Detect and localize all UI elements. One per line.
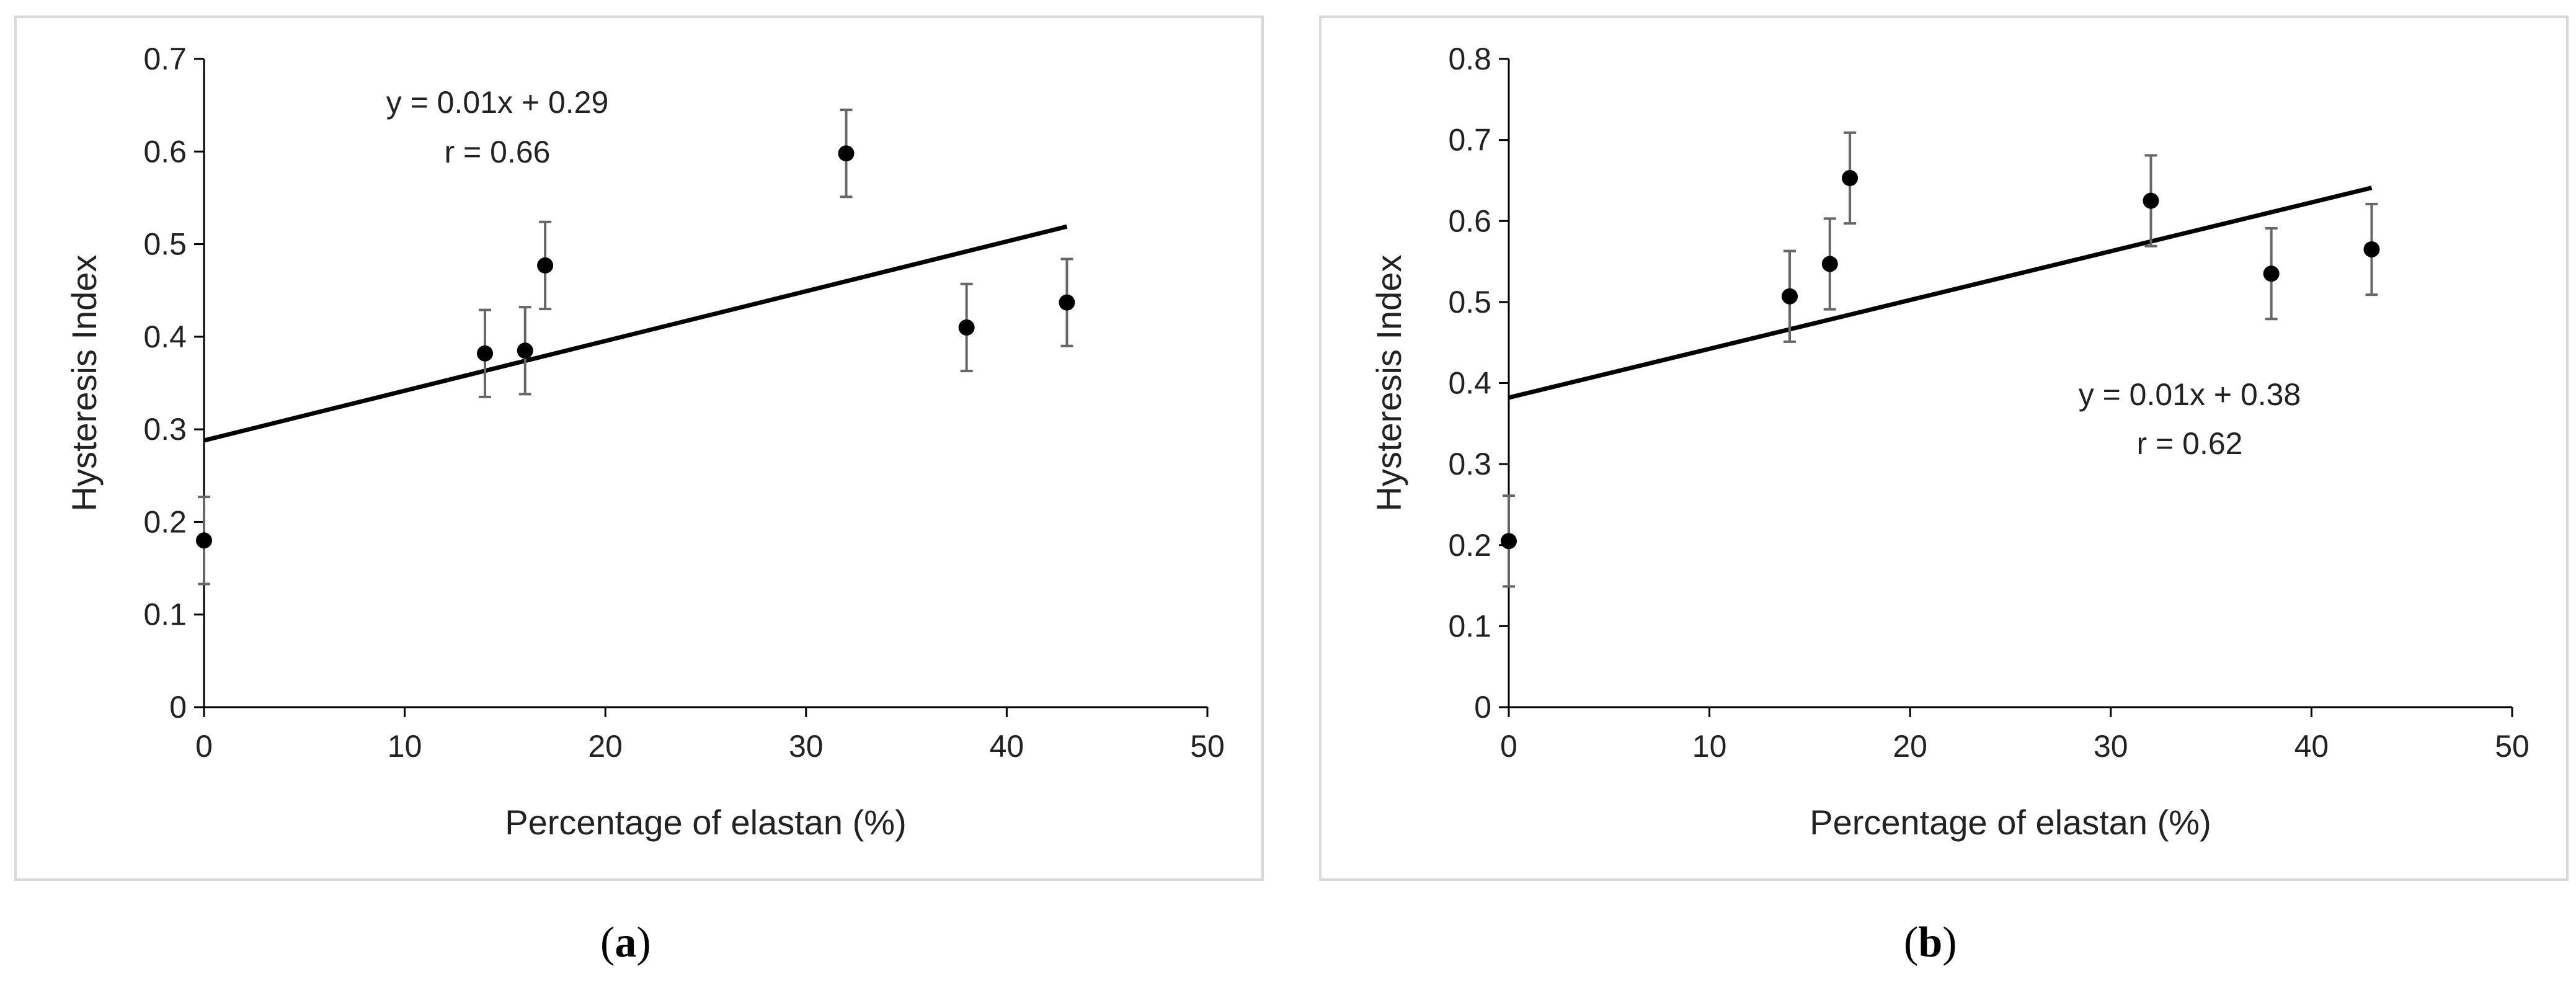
y-tick-label: 0.5 (1448, 285, 1491, 319)
y-tick-label: 0.1 (1448, 609, 1491, 643)
y-tick-label: 0 (169, 690, 187, 725)
data-point (537, 257, 554, 274)
data-point (2143, 192, 2159, 209)
chart-panel-a: 0 0.1 0.2 0.3 0.4 0.5 0.6 0.7 0 10 20 30 40 50 Percent… (14, 16, 1264, 881)
x-tick-label: 40 (990, 729, 1024, 764)
y-axis-title: Hysteresis Index (1369, 255, 1408, 512)
x-axis-title: Percentage of elastan (%) (1810, 803, 2211, 842)
x-tick-label: 40 (2294, 729, 2329, 764)
trendline (203, 224, 1068, 443)
x-tick-label: 10 (388, 729, 422, 764)
x-tick-label: 0 (195, 729, 213, 764)
trendline-equation: y = 0.01x + 0.29 (386, 85, 609, 120)
y-tick-label: 0.5 (143, 227, 187, 262)
x-tick-label: 20 (1893, 729, 1927, 764)
trendline (1508, 185, 2373, 400)
x-tick-label: 50 (1190, 729, 1225, 764)
y-tick-label: 0.3 (143, 412, 187, 447)
y-tick-label: 0.4 (1448, 366, 1491, 401)
y-tick-label: 0.7 (1448, 123, 1491, 158)
data-point (1059, 294, 1075, 311)
x-tick-label: 10 (1692, 729, 1727, 764)
y-axis-title: Hysteresis Index (64, 255, 104, 512)
data-point (2363, 241, 2380, 257)
x-tick-label: 0 (1500, 729, 1517, 764)
chart-panel-b: 0 0.1 0.2 0.3 0.4 0.5 0.6 0.7 0.8 0 10 20 30 40 50 Perc… (1319, 16, 2569, 881)
data-point (2263, 265, 2280, 282)
x-tick-label: 50 (2495, 729, 2529, 764)
y-tick-label: 0.2 (1448, 528, 1491, 563)
caption-a: (a) (600, 919, 651, 966)
y-tick-label: 0.6 (1448, 203, 1491, 238)
correlation-coefficient: r = 0.66 (445, 135, 551, 169)
y-tick-label: 0.3 (1448, 447, 1491, 481)
chart-b-svg: 0 0.1 0.2 0.3 0.4 0.5 0.6 0.7 0.8 0 10 20 30 40 50 Perc… (1369, 42, 2529, 842)
y-tick-label: 0 (1474, 690, 1491, 725)
y-tick-label: 0.1 (143, 597, 187, 632)
y-tick-label: 0.4 (143, 319, 187, 354)
y-tick-label: 0.2 (143, 504, 187, 539)
data-point (1821, 256, 1838, 272)
x-tick-label: 20 (588, 729, 623, 764)
y-tick-label: 0.6 (143, 134, 187, 169)
y-tick-label: 0.8 (1448, 42, 1491, 76)
x-axis-title: Percentage of elastan (%) (505, 803, 906, 842)
data-point (958, 319, 975, 336)
data-point (196, 532, 212, 549)
correlation-coefficient: r = 0.62 (2137, 426, 2243, 461)
data-point (1782, 288, 1798, 305)
data-point (517, 342, 533, 359)
chart-a-svg: 0 0.1 0.2 0.3 0.4 0.5 0.6 0.7 0 10 20 30 40 50 Percent… (64, 42, 1225, 842)
data-point (1842, 170, 1859, 187)
trendline-equation: y = 0.01x + 0.38 (2079, 377, 2301, 412)
x-tick-label: 30 (2094, 729, 2128, 764)
y-tick-label: 0.7 (143, 42, 187, 76)
data-point (838, 145, 855, 162)
caption-b: (b) (1904, 919, 1957, 966)
data-point (477, 345, 494, 362)
data-point (1501, 533, 1517, 550)
x-tick-label: 30 (789, 729, 824, 764)
